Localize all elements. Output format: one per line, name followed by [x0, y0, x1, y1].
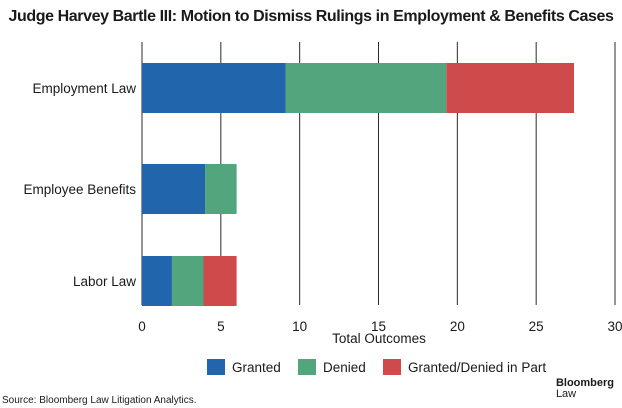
category-labels: Employment Law Employee Benefits Labor Law	[23, 81, 136, 289]
bar-labor-law-denied	[171, 256, 204, 306]
x-tick-labels: 0 5 10 15 20 25 30	[138, 319, 622, 334]
category-label-employee-benefits: Employee Benefits	[23, 182, 136, 197]
brand-name: Bloomberg	[555, 377, 614, 389]
bloomberg-law-logo: Bloomberg Law	[556, 378, 614, 400]
bar-labor-law-granted	[142, 256, 172, 306]
bar-employee-benefits-granted	[142, 164, 206, 214]
bar-employment-law-granted-denied-in-part	[446, 63, 575, 113]
x-tick-label-25: 25	[529, 319, 544, 334]
x-tick-label-15: 15	[371, 319, 386, 334]
x-tick-label-5: 5	[217, 319, 225, 334]
legend-label-granted-denied-in-part: Granted/Denied in Part	[408, 360, 546, 375]
legend-label-granted: Granted	[232, 360, 281, 375]
source-note: Source: Bloomberg Law Litigation Analyti…	[2, 395, 197, 406]
bars	[142, 63, 575, 306]
bar-employment-law-denied	[285, 63, 447, 113]
bar-employee-benefits-denied	[205, 164, 237, 214]
x-tick-label-20: 20	[450, 319, 465, 334]
chart-title: Judge Harvey Bartle III: Motion to Dismi…	[8, 8, 614, 25]
legend-label-denied: Denied	[323, 360, 366, 375]
category-label-employment-law: Employment Law	[32, 81, 136, 96]
x-axis-title: Total Outcomes	[332, 331, 426, 346]
x-tick-label-0: 0	[138, 319, 146, 334]
category-label-labor-law: Labor Law	[73, 274, 136, 289]
legend-swatch-granted-denied-in-part	[383, 359, 401, 375]
x-tick-label-30: 30	[607, 319, 622, 334]
legend-swatch-granted	[207, 359, 225, 375]
x-tick-label-10: 10	[292, 319, 307, 334]
bar-labor-law-granted-denied-in-part	[203, 256, 237, 306]
legend-swatch-denied	[298, 359, 316, 375]
brand-subname: Law	[555, 388, 577, 400]
bar-employment-law-granted	[142, 63, 286, 113]
legend: Granted Denied Granted/Denied in Part	[207, 359, 546, 375]
